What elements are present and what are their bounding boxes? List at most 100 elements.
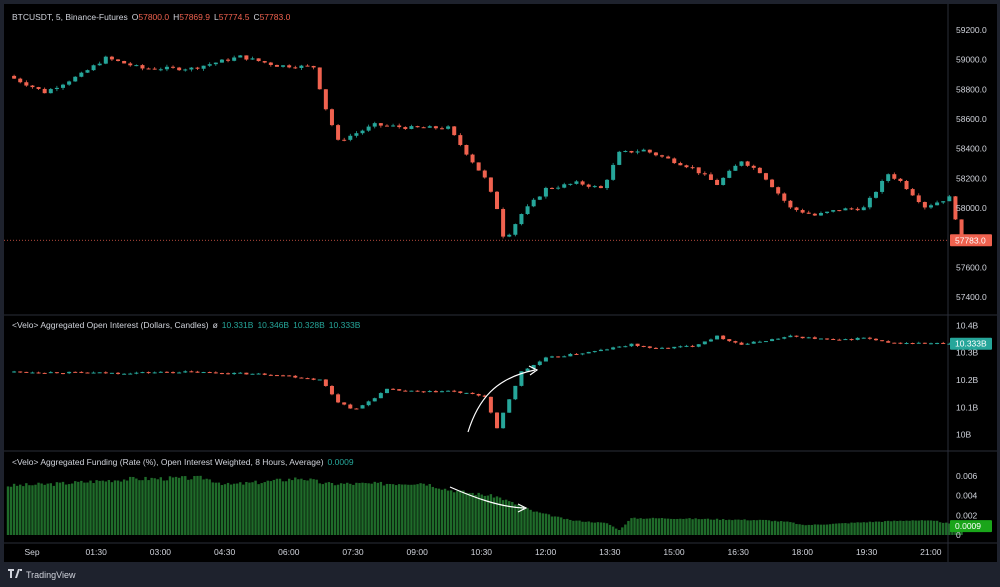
oi-candle: [806, 337, 811, 339]
funding-bar: [905, 520, 908, 535]
price-plot[interactable]: [4, 55, 964, 241]
funding-bar: [236, 483, 239, 535]
funding-bar: [428, 484, 431, 535]
close-value: 57783.0: [259, 12, 291, 22]
price-candle: [268, 62, 273, 65]
funding-bar: [923, 520, 927, 535]
oi-candle: [122, 373, 127, 375]
funding-bar: [602, 522, 606, 535]
funding-bar: [676, 518, 679, 535]
funding-bar: [642, 518, 645, 535]
high-label: H: [173, 12, 180, 22]
funding-bar: [517, 504, 520, 535]
oi-candle: [886, 341, 891, 343]
funding-bar: [34, 484, 37, 535]
oi-candle: [85, 372, 90, 374]
funding-bar: [887, 520, 890, 535]
oi-candle: [690, 345, 695, 347]
funding-bar: [196, 475, 199, 535]
funding-bar: [278, 478, 282, 535]
oi-candle: [79, 371, 84, 373]
price-candle: [427, 126, 432, 128]
oi-candle: [384, 388, 389, 394]
oi-candle: [140, 372, 145, 374]
funding-bar: [205, 478, 208, 535]
price-candle: [916, 195, 921, 203]
price-candle: [323, 89, 328, 110]
price-y-tick-label: 57400.0: [956, 292, 987, 302]
funding-title[interactable]: <Velo> Aggregated Funding (Rate (%), Ope…: [12, 457, 324, 467]
funding-bar: [572, 520, 575, 535]
price-y-tick-label: 59200.0: [956, 25, 987, 35]
funding-bar: [40, 483, 43, 535]
oi-title[interactable]: <Velo> Aggregated Open Interest (Dollars…: [12, 320, 209, 330]
price-candle: [391, 125, 396, 127]
oi-candle: [611, 347, 616, 350]
funding-bar: [416, 484, 419, 535]
oi-candle: [800, 336, 805, 339]
oi-candle: [861, 337, 866, 339]
funding-bar: [728, 519, 731, 535]
funding-bar: [446, 490, 450, 535]
price-candle: [458, 135, 463, 145]
funding-bar: [682, 518, 685, 535]
oi-candle: [421, 391, 426, 393]
funding-bar: [896, 521, 899, 535]
oi-candle: [812, 337, 817, 339]
oi-candle: [727, 339, 732, 342]
funding-bar: [300, 478, 303, 535]
funding-plot[interactable]: [6, 475, 963, 535]
price-candle: [525, 206, 530, 215]
open-interest-plot[interactable]: [12, 334, 952, 429]
funding-bar: [501, 500, 505, 535]
oi-candle: [715, 335, 720, 340]
funding-bar: [229, 484, 233, 535]
funding-bar: [856, 522, 859, 535]
oi-candle: [97, 372, 102, 374]
funding-bar: [890, 521, 893, 535]
price-candle: [439, 128, 444, 130]
symbol-label[interactable]: BTCUSDT, 5, Binance-Futures: [12, 12, 128, 22]
price-candle: [861, 207, 866, 211]
funding-legend: <Velo> Aggregated Funding (Rate (%), Ope…: [12, 457, 358, 467]
oi-candle: [537, 361, 542, 365]
funding-bar: [868, 521, 872, 535]
price-candle: [342, 139, 347, 141]
oi-candle: [660, 347, 665, 349]
funding-y-axis[interactable]: 0.006 0.004 0.002 00.0009: [950, 471, 992, 540]
x-tick-label: 12:00: [535, 547, 557, 557]
price-candle: [788, 200, 793, 208]
funding-bar: [804, 525, 807, 535]
time-x-axis[interactable]: Sep 01:30 03:00 04:30 06:00 07:30 09:00 10:30 12…: [24, 547, 941, 557]
open-label: O: [131, 12, 139, 22]
funding-bar: [327, 482, 331, 535]
price-y-axis[interactable]: 59200.0 59000.0 58800.0 58600.0 58400.0 58200…: [950, 25, 992, 302]
price-candle: [702, 173, 707, 175]
price-candle: [67, 81, 72, 85]
price-candle: [470, 154, 475, 163]
funding-bar: [422, 483, 425, 535]
funding-bar: [813, 524, 817, 535]
funding-bar: [581, 521, 584, 535]
oi-candle: [427, 391, 432, 393]
tradingview-branding[interactable]: TradingView: [8, 569, 76, 581]
price-candle: [562, 184, 567, 188]
price-candle: [274, 64, 279, 67]
funding-bar: [789, 522, 792, 535]
price-candle: [262, 61, 267, 63]
price-candle: [641, 149, 646, 152]
funding-bar: [780, 521, 783, 535]
open-interest-y-axis[interactable]: 10.4B 10.3B 10.2B 10.1B 10B 10.333B: [950, 320, 992, 440]
funding-bar: [480, 494, 483, 535]
oi-candle: [342, 402, 347, 405]
funding-last-badge: [950, 520, 992, 533]
funding-bar: [113, 480, 117, 535]
price-candle: [867, 197, 872, 208]
oi-candle: [617, 346, 622, 348]
price-candle: [586, 184, 591, 187]
funding-bar: [297, 479, 300, 535]
price-candle: [818, 212, 823, 216]
funding-bar: [232, 483, 236, 535]
funding-bar: [731, 520, 734, 535]
